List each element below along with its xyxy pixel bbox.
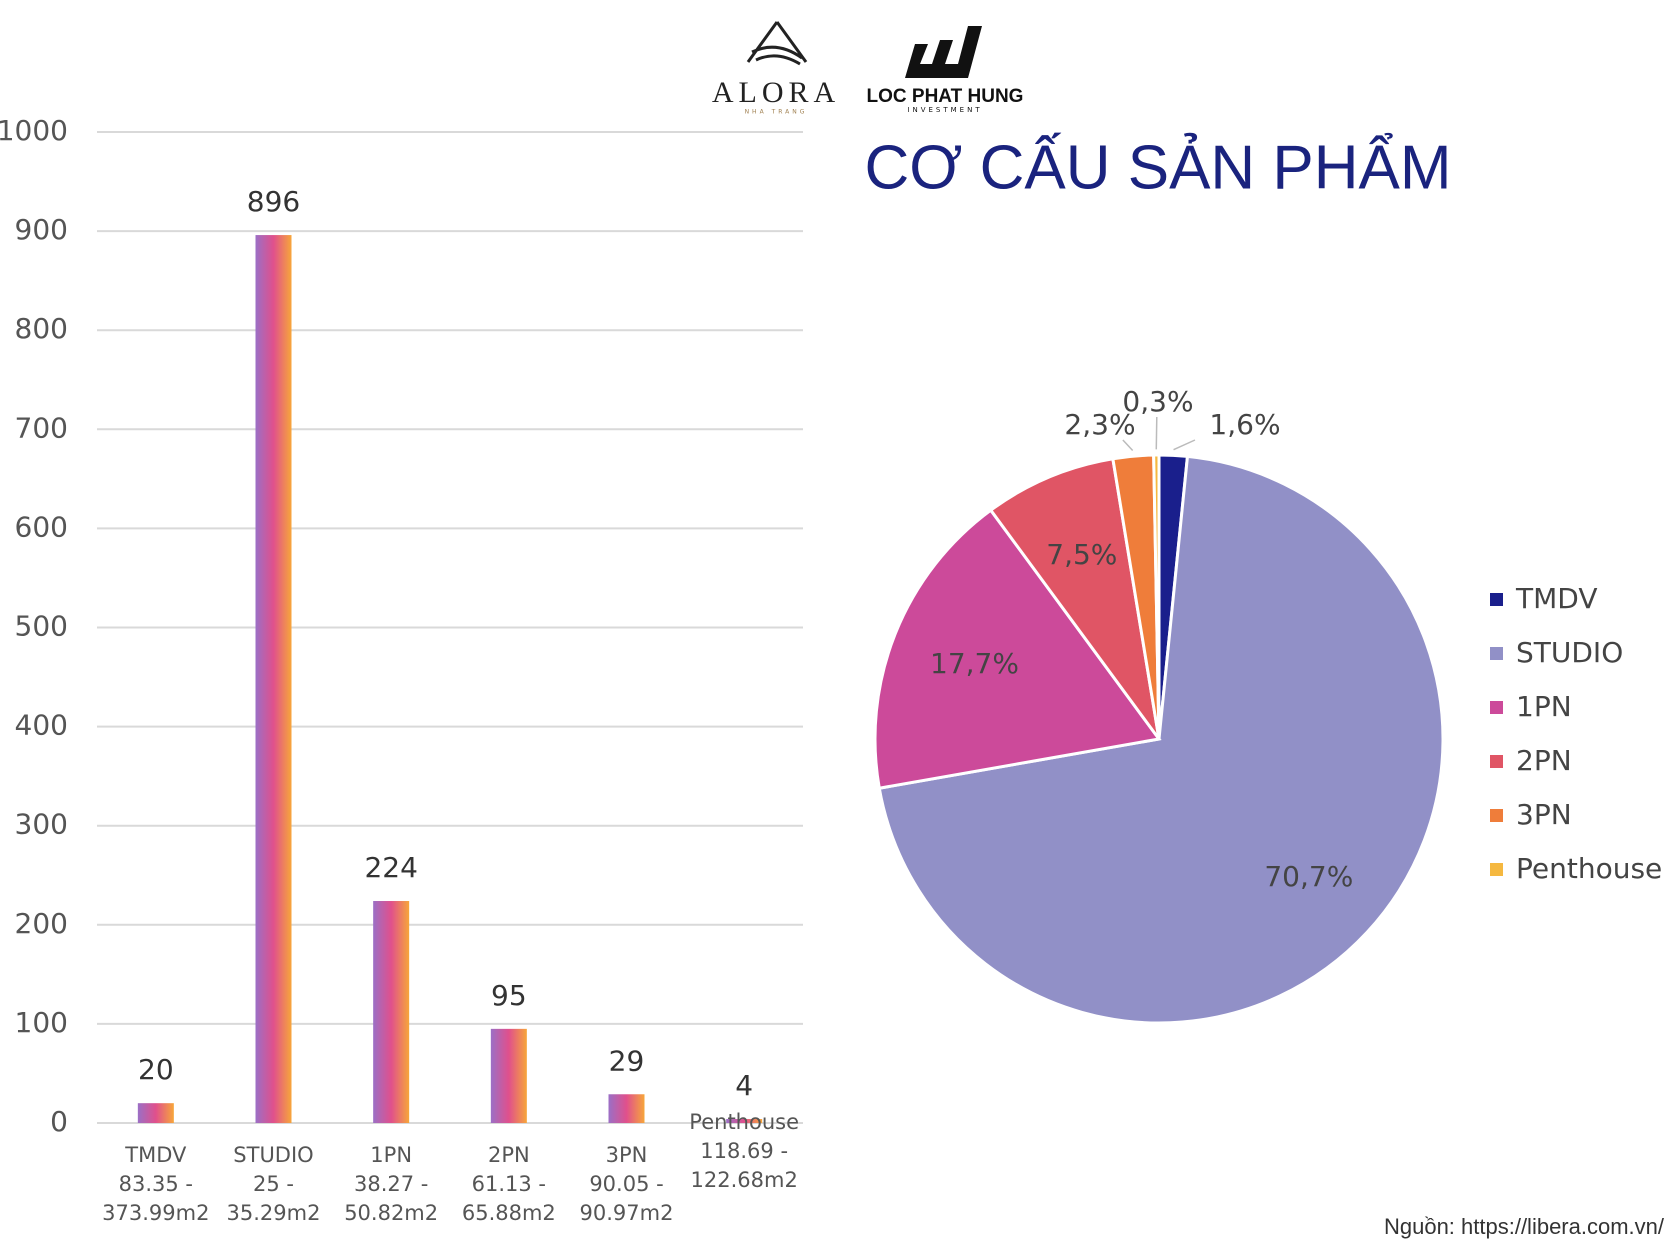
value-label: 95 xyxy=(491,979,527,1012)
data-label: 7,5% xyxy=(1046,538,1117,571)
legend-swatch xyxy=(1490,647,1503,660)
y-tick-label: 800 xyxy=(15,312,68,345)
bar xyxy=(608,1094,645,1123)
logo-name: ALORA xyxy=(712,76,840,109)
y-tick-label: 300 xyxy=(15,808,68,841)
logo-lph: LOC PHAT HUNG INVESTMENT xyxy=(867,26,1024,114)
legend-label: 3PN xyxy=(1516,798,1572,831)
logo-tagline: INVESTMENT xyxy=(907,106,982,114)
legend-label: 1PN xyxy=(1516,690,1572,723)
y-tick-label: 500 xyxy=(15,610,68,643)
legend-swatch xyxy=(1490,593,1503,606)
x-tick-label: 2PN xyxy=(488,1143,530,1167)
logo-alora: ALORA NHA TRANG xyxy=(712,21,840,116)
pie-slice xyxy=(988,457,1161,740)
bar xyxy=(373,901,410,1123)
x-tick-label: 61.13 - xyxy=(472,1172,546,1196)
bar xyxy=(137,1103,174,1123)
value-label: 4 xyxy=(735,1069,753,1102)
y-tick-label: 1000 xyxy=(0,114,68,147)
legend-label: STUDIO xyxy=(1516,636,1623,669)
data-label: 70,7% xyxy=(1264,860,1353,893)
y-tick-label: 600 xyxy=(15,510,68,543)
x-tick-label: 118.69 - xyxy=(700,1139,788,1163)
legend-swatch xyxy=(1490,809,1503,822)
leader-line xyxy=(1173,439,1196,451)
data-label: 1,6% xyxy=(1209,408,1280,441)
y-tick-label: 0 xyxy=(50,1105,68,1138)
x-tick-label: 1PN xyxy=(370,1143,412,1167)
data-label: 17,7% xyxy=(930,647,1019,680)
pie-slice xyxy=(1152,453,1161,740)
pie-slice xyxy=(873,508,1162,790)
x-tick-label: 90.97m2 xyxy=(580,1201,674,1225)
leader-line xyxy=(1122,439,1134,452)
y-tick-label: 100 xyxy=(15,1006,68,1039)
y-tick-label: 700 xyxy=(15,411,68,444)
legend-label: TMDV xyxy=(1515,582,1597,615)
bar xyxy=(255,235,292,1124)
legend-label: 2PN xyxy=(1516,744,1572,777)
bar xyxy=(726,1119,763,1123)
y-tick-label: 200 xyxy=(15,907,68,940)
x-tick-label: 3PN xyxy=(606,1143,648,1167)
legend-swatch xyxy=(1490,863,1503,876)
x-tick-label: 122.68m2 xyxy=(691,1168,798,1192)
logo-name: LOC PHAT HUNG xyxy=(867,86,1024,107)
legend-label: Penthouse xyxy=(1516,852,1662,885)
x-tick-label: TMDV xyxy=(124,1143,187,1167)
x-tick-label: 25 - xyxy=(253,1172,294,1196)
x-tick-label: 83.35 - xyxy=(119,1172,193,1196)
source: Nguồn: https://libera.com.vn/ xyxy=(1384,1214,1665,1239)
legend-swatch xyxy=(1490,701,1503,714)
y-tick-label: 400 xyxy=(15,709,68,742)
page-title: CƠ CẤU SẢN PHẨM xyxy=(864,133,1451,202)
y-tick-label: 900 xyxy=(15,213,68,246)
x-tick-label: STUDIO xyxy=(233,1143,313,1167)
legend-swatch xyxy=(1490,755,1503,768)
value-label: 224 xyxy=(364,851,417,884)
x-tick-label: 90.05 - xyxy=(589,1172,663,1196)
x-tick-label: 35.29m2 xyxy=(227,1201,321,1225)
data-label: 0,3% xyxy=(1122,385,1193,418)
x-tick-label: 373.99m2 xyxy=(102,1201,209,1225)
x-tick-label: 38.27 - xyxy=(354,1172,428,1196)
leader-line xyxy=(1155,416,1158,450)
logo-tagline: NHA TRANG xyxy=(745,109,808,116)
value-label: 29 xyxy=(609,1044,645,1077)
x-tick-label: 65.88m2 xyxy=(462,1201,556,1225)
value-label: 896 xyxy=(247,185,300,218)
data-label: 2,3% xyxy=(1064,408,1135,441)
value-label: 20 xyxy=(138,1053,174,1086)
x-tick-label: 50.82m2 xyxy=(344,1201,438,1225)
x-tick-label: Penthouse xyxy=(689,1110,799,1134)
bar xyxy=(490,1028,527,1123)
